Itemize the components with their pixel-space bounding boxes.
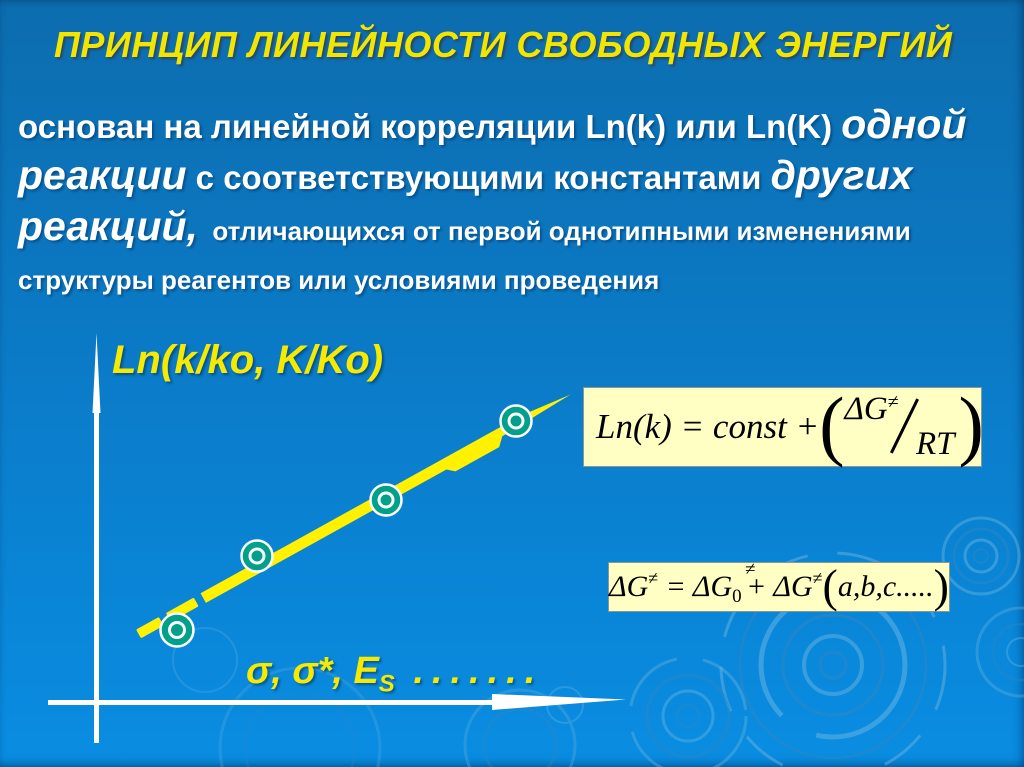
y-axis-arrowhead <box>92 333 101 413</box>
ripple-small-right <box>941 516 1021 596</box>
formula2-term3-sup: ≠ <box>812 567 823 588</box>
x-axis-label-text: σ, σ*, E <box>246 650 379 692</box>
ripple-bottom-center <box>628 656 748 767</box>
formula2-term1-sup: ≠ <box>648 567 659 588</box>
trend-arrow-dash-1 <box>136 617 164 638</box>
x-axis-line <box>48 700 495 705</box>
formula1-lhs: Ln(k) = const + <box>596 407 820 446</box>
formula1-numerator-sup: ≠ <box>887 391 899 414</box>
data-point-2 <box>240 539 274 573</box>
x-axis-label-dots: ....... <box>394 650 544 692</box>
x-axis-label: σ, σ*, ES ....... <box>246 650 543 699</box>
intro-paragraph: основан на линейной корреляции Ln(k) или… <box>18 100 986 302</box>
y-axis-label: Ln(k/ko, K/Ko) <box>112 338 384 382</box>
ripple-right-edge <box>975 606 1024 698</box>
data-point-3 <box>369 483 403 517</box>
intro-seg-1: основан на линейной корреляции Ln(k) или… <box>18 108 842 145</box>
intro-seg-3: с соответствующими константами <box>186 159 771 196</box>
formula-box-deltag: ΔG ≠ = ΔG 0 ≠ + ΔG ≠(a,b,c.....) <box>608 559 950 612</box>
slide-title: ПРИНЦИП ЛИНЕЙНОСТИ СВОБОДНЫХ ЭНЕРГИЙ <box>54 24 953 65</box>
formula2-term3: + ΔG <box>738 570 813 603</box>
formula1-denominator: RT <box>915 426 955 462</box>
formula2-args: a,b,c..... <box>837 570 934 603</box>
intro-seg-5: отличающихся от первой однотипными измен… <box>18 216 911 295</box>
formula1-numerator: ΔG≠ <box>844 391 899 427</box>
formula2-open-paren: ( <box>822 558 838 612</box>
intro-seg-4-emphasis: других реакций, <box>18 152 913 249</box>
data-point-4 <box>499 404 533 438</box>
data-point-1 <box>159 612 195 648</box>
ripple-faint-left <box>172 627 382 767</box>
formula1-open-paren: ( <box>819 381 845 469</box>
formula2-term2-sup: ≠ <box>745 559 756 580</box>
ripple-near-axis <box>463 686 584 767</box>
formula2-term1: ΔG <box>609 570 649 603</box>
x-axis-arrowhead <box>492 694 626 710</box>
formula2-term2-sub: 0 <box>732 586 742 607</box>
formula2-term2-subsup: 0 ≠ <box>732 559 755 607</box>
y-axis-line <box>94 408 99 743</box>
intro-seg-2-emphasis: одной реакции <box>18 101 967 198</box>
formula1-close-paren: ) <box>958 381 984 469</box>
formula-box-lnk: Ln(k) = const + ( ΔG≠ RT ) <box>583 381 984 469</box>
formula1-fraction: ΔG≠ RT <box>845 389 959 465</box>
x-axis-label-subscript: S <box>378 670 395 698</box>
formula2-term2: = ΔG <box>658 570 733 603</box>
formula2-close-paren: ) <box>933 558 949 612</box>
